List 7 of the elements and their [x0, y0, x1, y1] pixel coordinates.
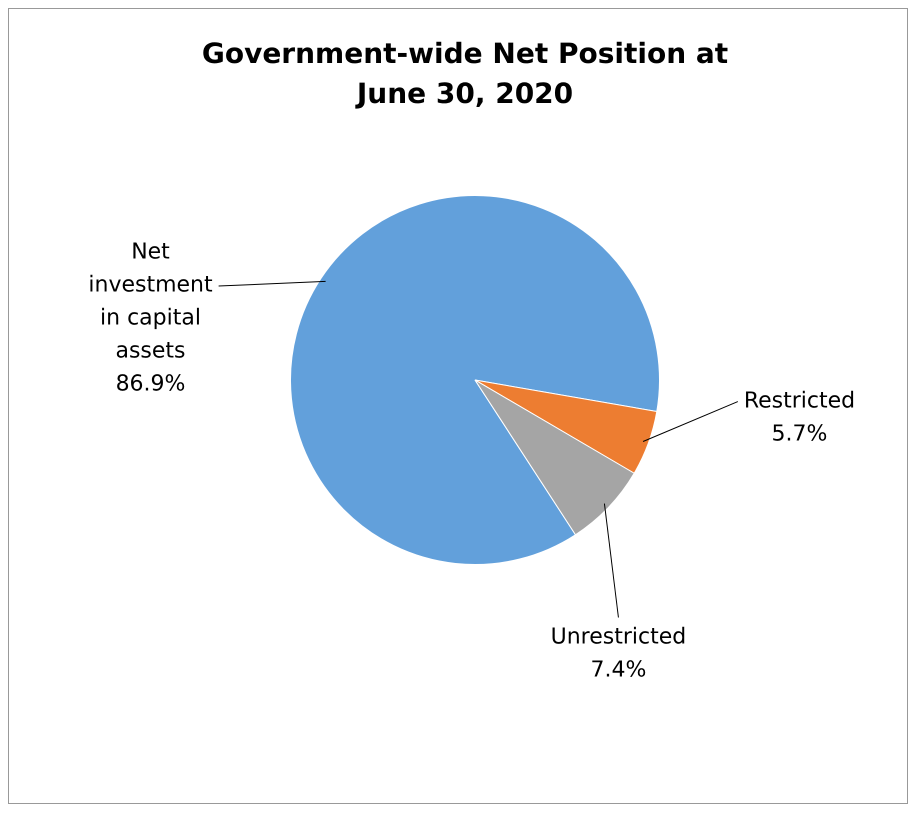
data-label: 86.9% [116, 372, 186, 397]
slice-label: Unrestricted [550, 624, 686, 650]
chart-title: Government-wide Net Position at June 30, 2020 [200, 36, 730, 112]
slice-label: Restricted [744, 388, 856, 414]
data-label: 7.4% [590, 658, 646, 683]
slice-label: Net investment in capital assets [88, 240, 213, 364]
data-label: 5.7% [772, 421, 828, 446]
